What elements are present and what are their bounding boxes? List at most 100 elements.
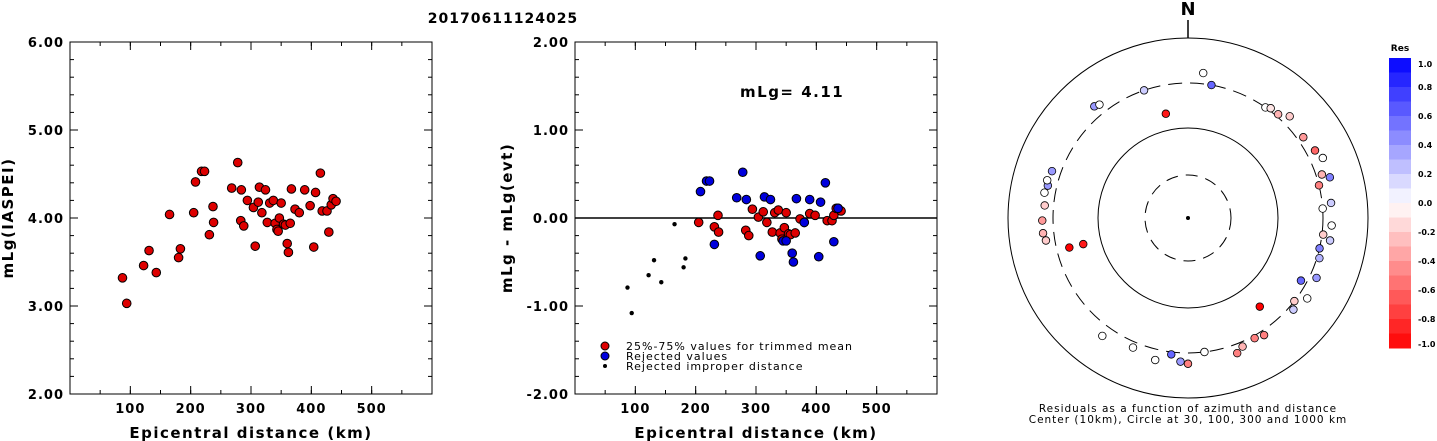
trimmed-point: [713, 227, 724, 237]
rejected-point: [737, 167, 748, 178]
colorbar-cell: [1389, 275, 1411, 291]
station-residual-point: [1183, 359, 1193, 368]
trimmed-point: [767, 227, 778, 237]
station-residual-point: [1318, 204, 1327, 213]
colorbar-cell: [1389, 159, 1411, 175]
data-point: [308, 242, 319, 252]
station-residual-point: [1161, 109, 1171, 118]
plot1-points: [117, 157, 341, 309]
data-point: [226, 183, 237, 193]
rejected-point: [709, 239, 720, 250]
data-point: [208, 217, 219, 228]
plot2-ticks: 100 200 300 400 500 -2.00 -1.00 0.00 1.00 2.00: [527, 36, 937, 417]
improper-distance-point: [681, 265, 686, 270]
station-residual-point: [1040, 188, 1049, 197]
plot1-ylabel: mLg(IASPEI): [0, 158, 17, 279]
plot1-frame: [69, 41, 433, 395]
data-point: [283, 247, 294, 258]
polar-points: [1038, 68, 1336, 368]
x-tick-label: 500: [357, 402, 387, 417]
legend-marker-rejected: [600, 351, 610, 361]
x-tick-label: 100: [620, 402, 650, 417]
data-point: [282, 238, 293, 249]
station-residual-point: [1043, 176, 1052, 185]
data-point: [276, 198, 286, 208]
colorbar-cell: [1389, 333, 1411, 349]
colorbar-label: 0.8: [1418, 83, 1433, 92]
legend-marker-trimmed: [600, 341, 610, 351]
trimmed-point: [790, 228, 801, 238]
station-residual-point: [1285, 112, 1294, 121]
improper-distance-point: [651, 258, 657, 263]
plot1-ticks: 100 200 300 400 500 2.00 3.00 4.00 5.00 6.00: [28, 36, 432, 417]
station-residual-point: [1176, 357, 1185, 366]
station-residual-point: [1128, 343, 1138, 352]
data-point: [315, 168, 326, 178]
colorbar-cell: [1389, 261, 1411, 276]
plot2-annotation: mLg= 4.11: [740, 83, 844, 101]
colorbar-label: -0.4: [1418, 257, 1436, 266]
trimmed-point: [747, 204, 758, 214]
station-residual-point: [1199, 68, 1208, 78]
colorbar-cell: [1389, 203, 1411, 218]
data-point: [299, 185, 310, 195]
colorbar-label: 1.0: [1418, 60, 1433, 69]
improper-distance-point: [629, 310, 634, 316]
y-tick-label: 5.00: [28, 124, 64, 139]
plot2-points: [625, 167, 846, 316]
y-tick-label: 3.00: [28, 300, 64, 315]
colorbar-cell: [1389, 232, 1411, 247]
data-point: [164, 209, 175, 220]
station-residual-point: [1326, 198, 1336, 208]
rejected-point: [788, 257, 799, 267]
y-tick-label: 2.00: [28, 388, 64, 403]
improper-distance-point: [646, 273, 651, 278]
panel-residuals: 100 200 300 400 500 -2.00 -1.00 0.00 1.00 2.00 mL…: [498, 36, 938, 441]
data-point: [121, 298, 132, 309]
polar-caption-line2: Center (10km), Circle at 30, 100, 300 an…: [1029, 414, 1348, 426]
data-point: [242, 195, 253, 206]
data-point: [199, 166, 210, 177]
y-tick-label: -2.00: [527, 388, 569, 403]
rejected-point: [815, 197, 826, 207]
panel-polar: N Residuals as a function of azimuth and…: [1007, 0, 1369, 426]
trimmed-point: [773, 205, 784, 215]
improper-distance-point: [659, 280, 664, 285]
epicenter-dot: [1186, 216, 1190, 220]
y-tick-label: 6.00: [28, 36, 64, 51]
panel-mlg-iaspei: 100 200 300 400 500 2.00 3.00 4.00 5.00 6.00 Epic…: [0, 36, 433, 441]
colorbar-cell: [1389, 188, 1411, 204]
x-tick-label: 200: [681, 402, 711, 417]
station-residual-point: [1315, 253, 1324, 263]
colorbar-cell: [1389, 290, 1411, 305]
data-point: [324, 227, 334, 237]
station-residual-point: [1259, 330, 1269, 340]
colorbar-cell: [1389, 101, 1411, 117]
ring-300km: [1052, 82, 1324, 354]
station-residual-point: [1232, 348, 1242, 358]
station-residual-point: [1047, 166, 1057, 176]
colorbar-cells: [1389, 58, 1411, 349]
y-tick-label: 2.00: [533, 36, 569, 51]
data-point: [273, 226, 283, 236]
station-residual-point: [1266, 104, 1275, 113]
colorbar: Res 1.0 0.8 0.6 0.4 0.2 0.0 -0.2 -0.4 -0.6 -0.8 -1…: [1389, 44, 1436, 349]
rejected-point: [787, 248, 798, 258]
data-point: [173, 252, 184, 263]
rejected-point: [820, 178, 831, 188]
improper-distance-point: [672, 221, 677, 227]
station-residual-point: [1207, 80, 1216, 90]
colorbar-cell: [1389, 304, 1411, 320]
station-residual-point: [1273, 110, 1283, 119]
station-residual-point: [1065, 243, 1074, 252]
north-label: N: [1180, 0, 1195, 20]
rejected-point: [731, 192, 742, 203]
station-residual-point: [1038, 229, 1048, 238]
data-point: [305, 200, 315, 211]
polar-caption-line1: Residuals as a function of azimuth and d…: [1039, 403, 1337, 415]
station-residual-point: [1040, 201, 1049, 210]
rejected-point: [781, 236, 791, 246]
station-residual-point: [1317, 170, 1327, 179]
plot2-ylabel: mLg - mLg(evt): [498, 143, 516, 293]
station-residual-point: [1167, 350, 1176, 359]
